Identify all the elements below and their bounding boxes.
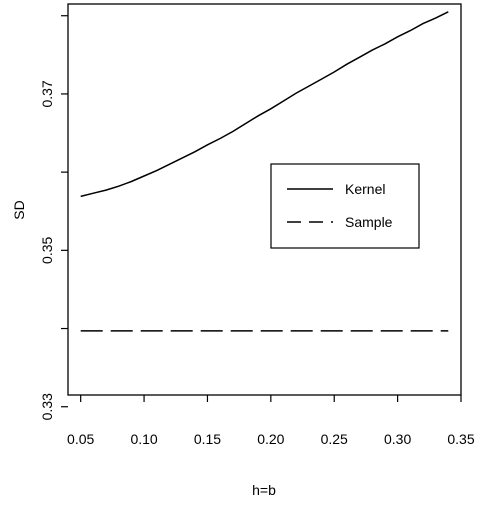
y-tick-label: 0.37 xyxy=(39,80,55,107)
y-axis-label: SD xyxy=(11,200,27,219)
x-tick-label: 0.05 xyxy=(67,431,94,447)
x-axis: 0.05 0.10 0.15 0.20 0.25 0.30 0.35 xyxy=(67,395,475,447)
legend-label-kernel: Kernel xyxy=(345,181,385,197)
y-tick-label: 0.33 xyxy=(39,393,55,420)
y-tick-label: 0.35 xyxy=(39,236,55,263)
plot-frame xyxy=(67,3,462,396)
x-tick-label: 0.25 xyxy=(321,431,348,447)
y-axis: 0.33 0.35 0.37 xyxy=(39,15,68,420)
series-layer xyxy=(80,11,449,332)
x-axis-label: h=b xyxy=(252,482,276,498)
x-tick-label: 0.30 xyxy=(384,431,411,447)
series-line-kernel xyxy=(80,11,449,198)
legend-label-sample: Sample xyxy=(345,214,393,230)
legend: Kernel Sample xyxy=(270,163,420,249)
x-tick-label: 0.35 xyxy=(447,431,474,447)
x-tick-label: 0.15 xyxy=(194,431,221,447)
x-tick-label: 0.10 xyxy=(130,431,157,447)
legend-box xyxy=(270,163,420,249)
x-tick-label: 0.20 xyxy=(257,431,284,447)
